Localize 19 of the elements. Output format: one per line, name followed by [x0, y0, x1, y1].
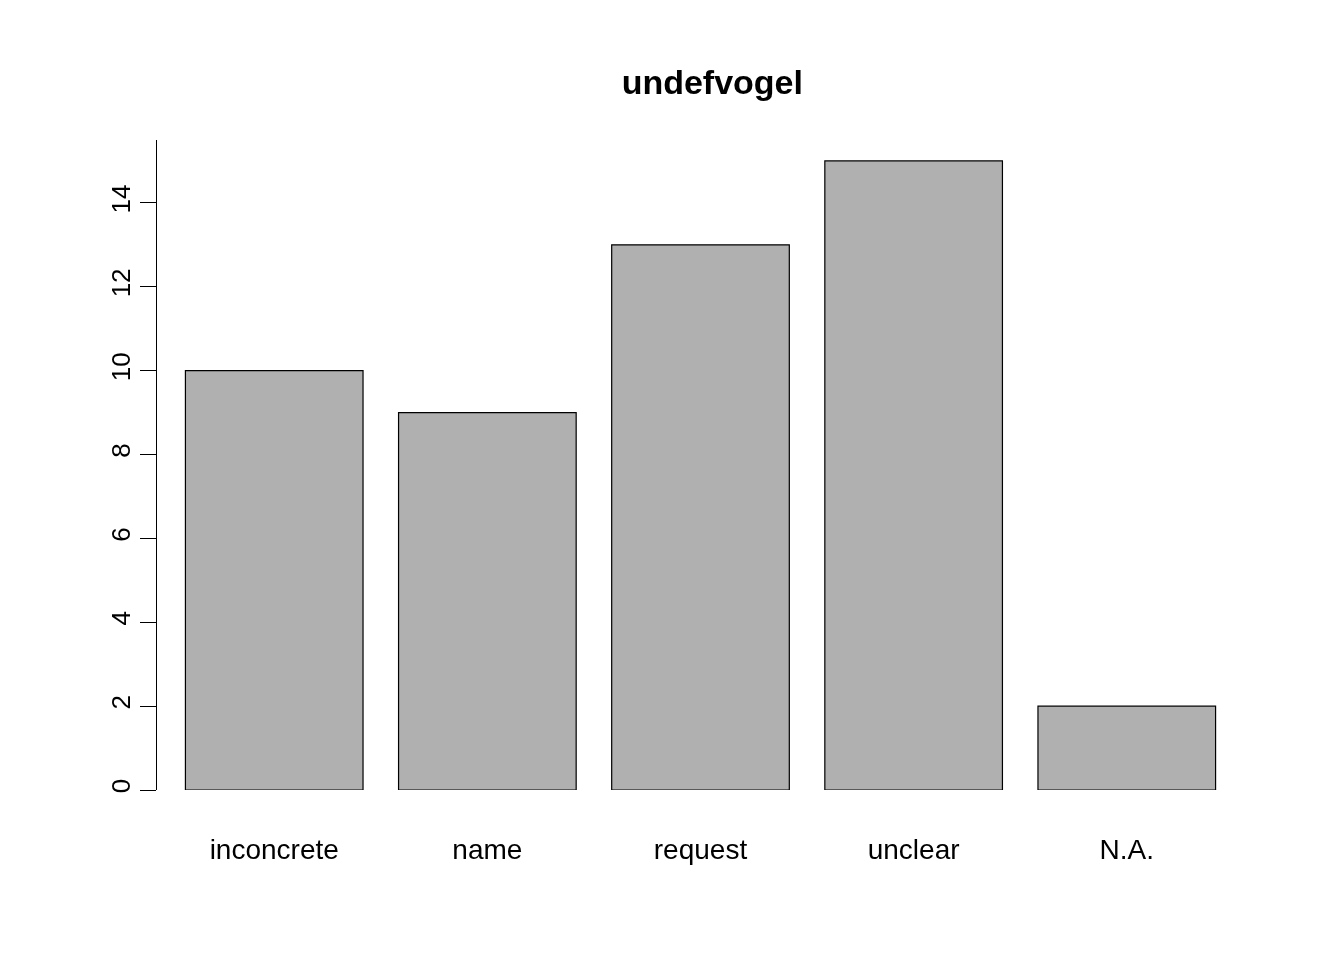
y-tick-label: 6: [105, 527, 136, 542]
x-tick-label: unclear: [867, 834, 960, 865]
y-tick-label: 8: [105, 443, 136, 458]
x-tick-label: request: [653, 834, 748, 865]
y-tick-label: 14: [105, 184, 136, 214]
y-tick-label: 2: [105, 695, 136, 710]
bar: [397, 411, 577, 790]
bar: [611, 244, 790, 790]
chart-title: undefvogel: [621, 62, 803, 101]
bar: [824, 160, 1004, 790]
x-tick-label: inconcrete: [209, 834, 339, 865]
y-tick-label: 0: [105, 778, 136, 794]
x-tick-label: N.A.: [1099, 834, 1154, 865]
bar: [1037, 705, 1217, 790]
y-tick-label: 12: [105, 268, 136, 298]
y-tick-label: 4: [105, 611, 136, 626]
bar: [184, 370, 364, 790]
y-tick-label: 10: [105, 352, 136, 382]
x-tick-label: name: [452, 834, 523, 865]
